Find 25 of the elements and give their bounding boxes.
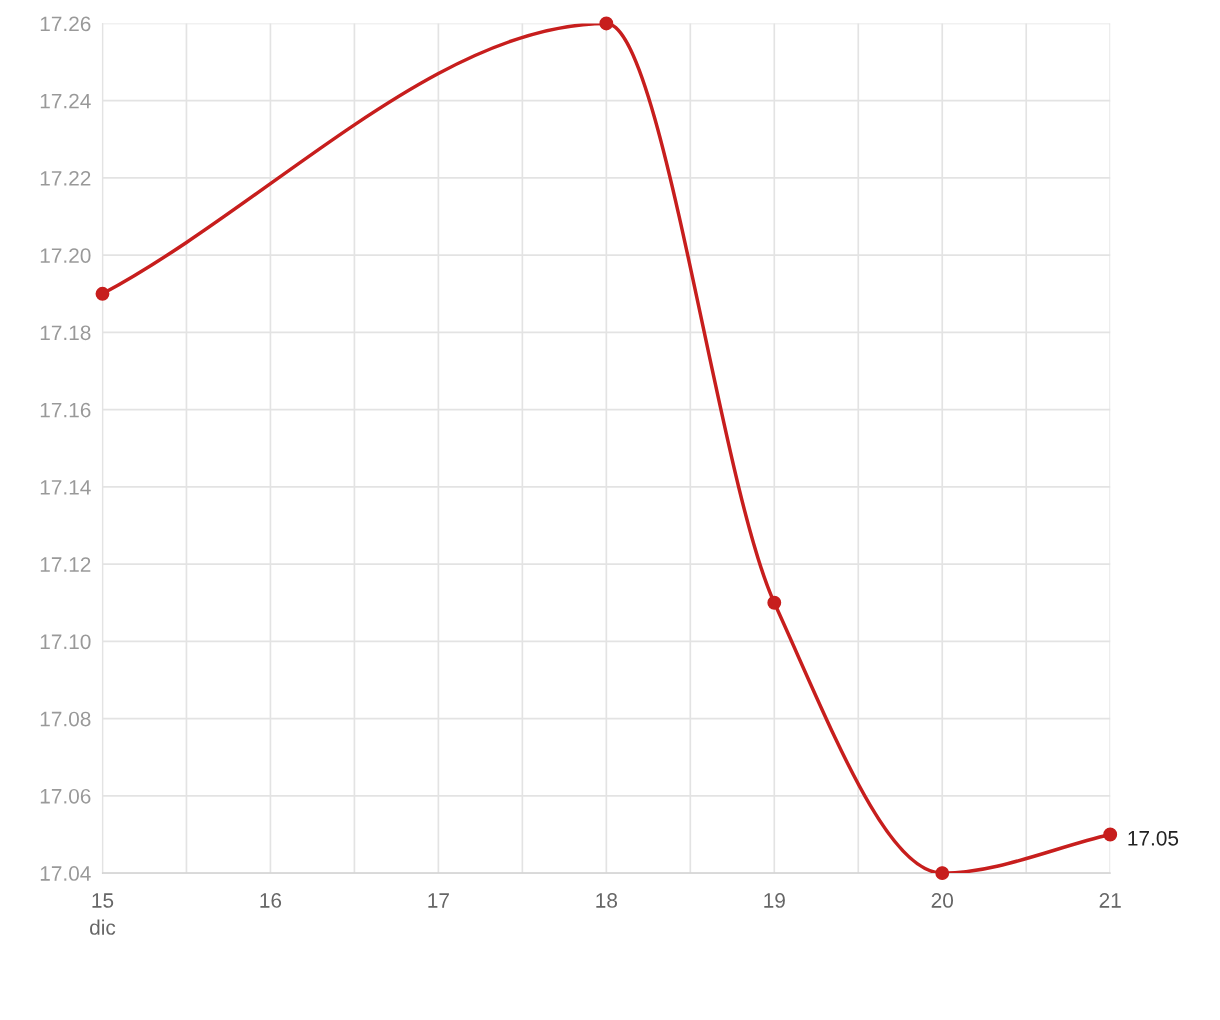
y-tick-label: 17.12: [40, 557, 91, 572]
x-tick-label: 20: [931, 893, 954, 908]
point: [1103, 827, 1118, 842]
y-tick-label: 17.04: [40, 866, 91, 881]
x-tick-label: 16: [260, 893, 282, 908]
point: [767, 595, 782, 610]
y-tick-label: 17.16: [40, 402, 91, 418]
y-tick-label: 17.26: [40, 16, 91, 32]
y-tick-label: 17.20: [40, 248, 91, 263]
x-tick-label: 19: [764, 893, 785, 908]
x-tick-label: 21: [1099, 893, 1121, 908]
point: [95, 286, 110, 301]
y-tick-label: 17.10: [40, 634, 91, 650]
point: [599, 16, 614, 31]
x-tick-label: 18: [596, 893, 618, 908]
y-tick-label: 17.08: [40, 711, 91, 727]
x-tick-label: 17: [428, 893, 449, 908]
y-tick-label: 17.24: [40, 93, 91, 109]
y-tick-label: 17.18: [40, 325, 91, 341]
y-tick-label: 17.14: [40, 480, 91, 495]
point: [935, 866, 950, 881]
data-label: 17.05: [1128, 830, 1179, 846]
x-tick-label: 15 dic: [90, 893, 116, 935]
y-tick-label: 17.06: [40, 788, 91, 804]
y-tick-label: 17.22: [40, 170, 91, 186]
